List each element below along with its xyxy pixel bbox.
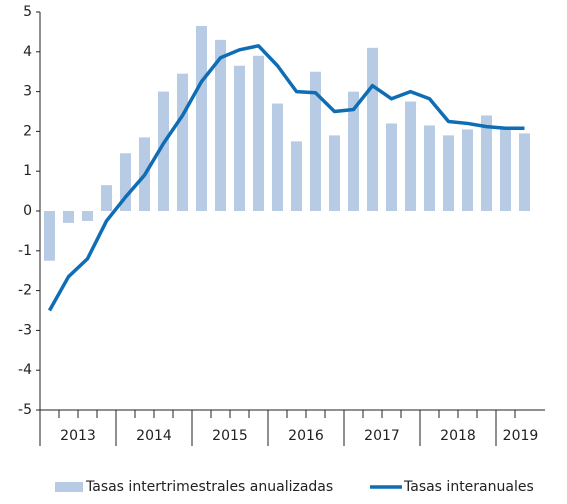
x-tick-label: 2017 bbox=[364, 428, 400, 444]
x-tick-label: 2015 bbox=[212, 428, 248, 444]
bar bbox=[348, 91, 359, 211]
y-tick-label: -4 bbox=[18, 362, 32, 378]
y-tick-label: 3 bbox=[23, 84, 32, 100]
bar bbox=[462, 129, 473, 211]
y-tick-label: 0 bbox=[23, 203, 32, 219]
line bbox=[47, 44, 525, 312]
bar bbox=[443, 135, 454, 211]
bar bbox=[519, 133, 530, 211]
y-tick-label: -5 bbox=[18, 402, 32, 418]
bar bbox=[158, 91, 169, 211]
bar bbox=[386, 123, 397, 211]
bar bbox=[215, 39, 226, 211]
bar bbox=[82, 211, 93, 221]
bar bbox=[481, 115, 492, 211]
x-tick-label: 2016 bbox=[288, 428, 324, 444]
bar bbox=[101, 185, 112, 211]
bar bbox=[291, 141, 302, 211]
x-tick-label: 2018 bbox=[440, 428, 476, 444]
y-tick-label: 1 bbox=[23, 163, 32, 179]
x-tick-label: 2019 bbox=[503, 428, 539, 444]
bar bbox=[120, 153, 131, 211]
bar bbox=[329, 135, 340, 211]
bar bbox=[196, 25, 207, 212]
bar bbox=[234, 65, 245, 211]
x-tick-label: 2014 bbox=[136, 428, 172, 444]
x-tick-label: 2013 bbox=[60, 428, 96, 444]
bar bbox=[272, 103, 283, 211]
bar bbox=[44, 211, 55, 261]
legend-label: Tasas interanuales bbox=[403, 479, 534, 495]
legend-label: Tasas intertrimestrales anualizadas bbox=[85, 479, 333, 495]
bar bbox=[63, 211, 74, 223]
bar bbox=[177, 73, 188, 211]
y-tick-label: 4 bbox=[23, 44, 32, 60]
bar bbox=[367, 47, 378, 211]
bar bbox=[500, 127, 511, 211]
y-tick-label: -1 bbox=[18, 243, 32, 259]
bar bbox=[253, 55, 264, 211]
y-tick-label: -2 bbox=[18, 283, 32, 299]
bar bbox=[405, 101, 416, 211]
y-tick-label: 2 bbox=[23, 123, 32, 139]
bar bbox=[310, 71, 321, 211]
y-tick-label: 5 bbox=[23, 4, 32, 20]
bar bbox=[424, 125, 435, 211]
y-tick-label: -3 bbox=[18, 322, 32, 338]
legend-swatch bbox=[55, 482, 83, 492]
